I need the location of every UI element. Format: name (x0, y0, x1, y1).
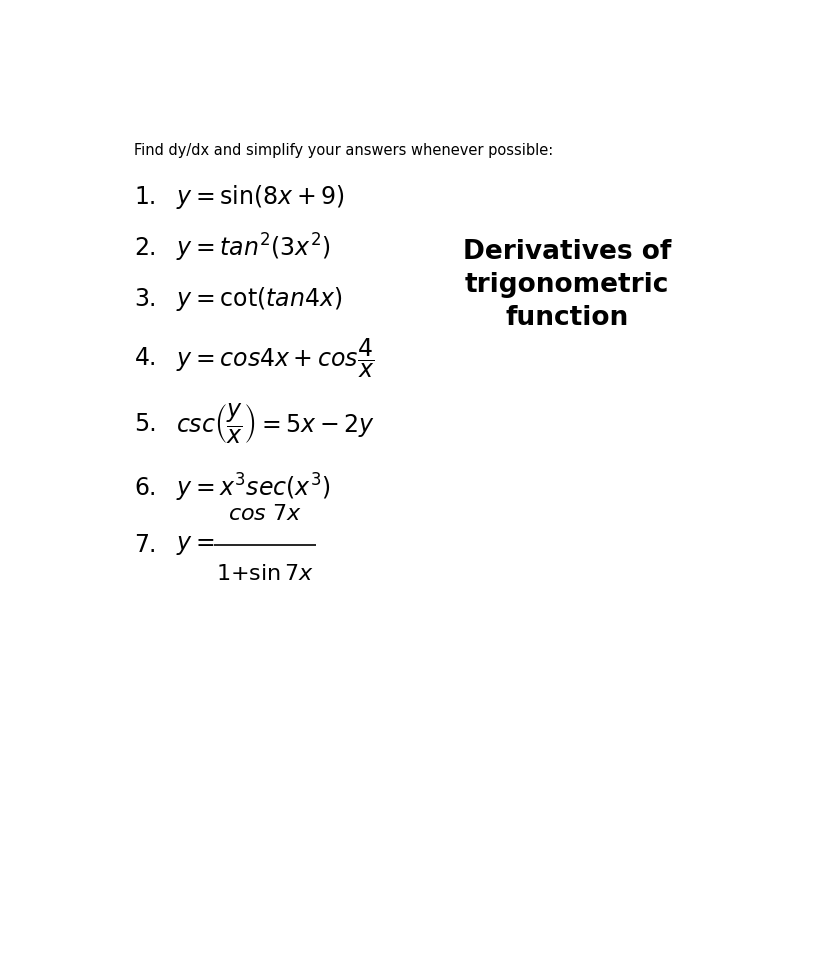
Text: $y = \mathit{tan}^{2}(3x^{2})$: $y = \mathit{tan}^{2}(3x^{2})$ (176, 232, 330, 264)
Text: 6.: 6. (135, 476, 157, 499)
Text: 3.: 3. (135, 287, 157, 310)
Text: $y = \sin(8x + 9)$: $y = \sin(8x + 9)$ (176, 183, 345, 211)
Text: 2.: 2. (135, 235, 157, 260)
Text: Derivatives of
trigonometric
function: Derivatives of trigonometric function (463, 239, 672, 332)
Text: Find dy/dx and simplify your answers whenever possible:: Find dy/dx and simplify your answers whe… (135, 143, 553, 158)
Text: 5.: 5. (135, 412, 157, 436)
Text: 1.: 1. (135, 185, 157, 209)
Text: $y = \cot(\mathit{tan}4x)$: $y = \cot(\mathit{tan}4x)$ (176, 285, 342, 312)
Text: $\mathit{cos}\ 7x$: $\mathit{cos}\ 7x$ (227, 504, 302, 524)
Text: $y = x^{3}\mathit{sec}(x^{3})$: $y = x^{3}\mathit{sec}(x^{3})$ (176, 472, 330, 504)
Text: $1{+}\sin 7x$: $1{+}\sin 7x$ (216, 564, 314, 584)
Text: 7.: 7. (135, 533, 157, 558)
Text: $y =$: $y =$ (176, 533, 214, 558)
Text: 4.: 4. (135, 346, 157, 370)
Text: $y = \mathit{cos}4x + \mathit{cos}\dfrac{4}{x}$: $y = \mathit{cos}4x + \mathit{cos}\dfrac… (176, 337, 374, 379)
Text: $\mathit{csc}\left(\dfrac{y}{x}\right) = 5x - 2y$: $\mathit{csc}\left(\dfrac{y}{x}\right) =… (176, 402, 374, 447)
